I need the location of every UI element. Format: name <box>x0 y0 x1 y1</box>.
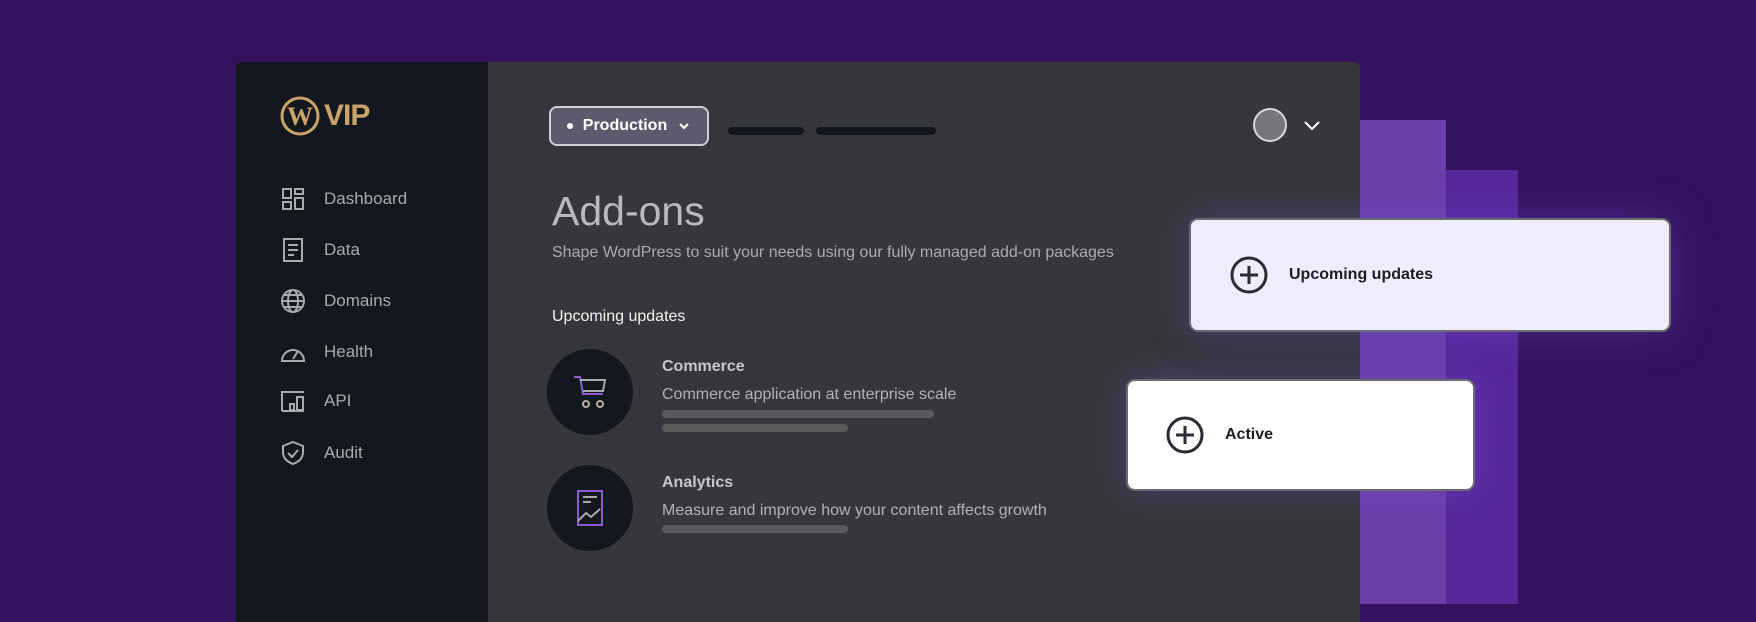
placeholder-bar <box>662 410 934 418</box>
sidebar: W VIP Dashboard Data Domains Health API … <box>236 62 488 622</box>
sidebar-item-data[interactable]: Data <box>280 237 360 263</box>
cart-icon <box>574 376 607 408</box>
addon-icon-circle <box>547 465 633 551</box>
plus-circle-icon <box>1166 416 1204 454</box>
active-card[interactable]: Active <box>1126 379 1475 491</box>
wordpress-logo-icon: W <box>280 96 320 136</box>
sidebar-item-domains[interactable]: Domains <box>280 288 391 314</box>
app-window: W VIP Dashboard Data Domains Health API … <box>236 62 1360 622</box>
decor-bar <box>1360 120 1446 604</box>
section-heading: Upcoming updates <box>552 308 686 325</box>
svg-text:W: W <box>287 102 313 131</box>
addon-description: Commerce application at enterprise scale <box>662 386 957 403</box>
placeholder-bar <box>662 424 848 432</box>
addon-title: Analytics <box>662 474 734 491</box>
chevron-down-icon[interactable] <box>1302 115 1322 135</box>
sidebar-item-health[interactable]: Health <box>280 339 373 365</box>
status-dot <box>566 123 573 129</box>
globe-icon <box>281 289 305 313</box>
api-icon <box>281 391 304 412</box>
breadcrumb-placeholder <box>728 127 804 135</box>
logo: W VIP <box>280 96 370 136</box>
avatar[interactable] <box>1253 108 1287 142</box>
chart-document-icon <box>577 490 603 526</box>
shield-check-icon <box>282 440 304 466</box>
page-title: Add-ons <box>552 188 705 234</box>
placeholder-bar <box>662 525 848 533</box>
dashboard-icon <box>282 188 304 210</box>
page-subtitle: Shape WordPress to suit your needs using… <box>552 244 1114 261</box>
gauge-icon <box>280 349 306 362</box>
chevron-down-icon <box>679 123 689 130</box>
addon-description: Measure and improve how your content aff… <box>662 502 1047 519</box>
environment-selector[interactable]: Production <box>549 106 709 146</box>
plus-circle-icon <box>1230 256 1268 294</box>
addon-icon-circle <box>547 349 633 435</box>
addon-title: Commerce <box>662 358 745 375</box>
upcoming-updates-card[interactable]: Upcoming updates <box>1189 218 1671 332</box>
document-icon <box>283 238 303 262</box>
sidebar-item-api[interactable]: API <box>280 388 351 414</box>
sidebar-item-dashboard[interactable]: Dashboard <box>280 186 407 212</box>
sidebar-item-audit[interactable]: Audit <box>280 440 363 466</box>
breadcrumb-placeholder <box>816 127 936 135</box>
